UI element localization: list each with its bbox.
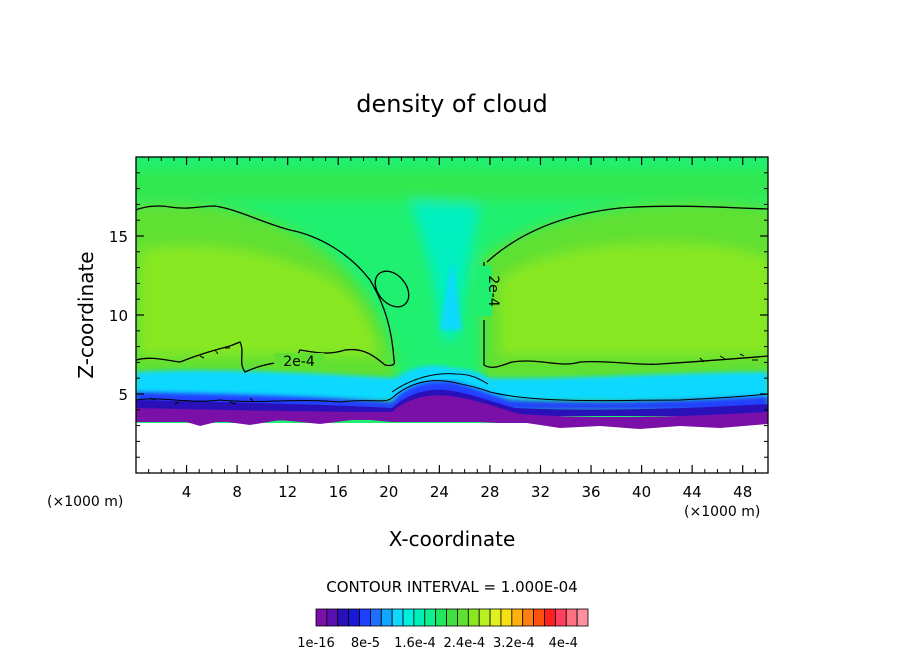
- field-core-right: [500, 243, 768, 355]
- colorbar-label: 1e-16: [297, 636, 335, 651]
- colorbar-swatch: [337, 608, 350, 627]
- y-tick-label: 15: [109, 228, 128, 246]
- x-tick-label: 48: [733, 483, 752, 501]
- field-empty-below: [136, 423, 768, 473]
- colorbar-swatch: [500, 608, 513, 627]
- colorbar-swatch: [315, 608, 328, 627]
- colorbar-swatch: [511, 608, 524, 627]
- colorbar-label: 1.6e-4: [394, 636, 436, 651]
- x-units-right: (×1000 m): [684, 504, 760, 520]
- field-notch: [410, 200, 480, 340]
- colorbar-swatch: [544, 608, 556, 627]
- colorbar-label: 2.4e-4: [444, 636, 486, 651]
- contour-closed-loop: [374, 270, 410, 308]
- colorbar-swatch: [565, 608, 578, 627]
- y-tick-label: 5: [118, 386, 128, 404]
- colorbar-swatch: [369, 608, 382, 627]
- colorbar: [315, 608, 589, 627]
- colorbar-swatch: [554, 608, 567, 627]
- x-tick-label: 8: [232, 483, 242, 501]
- x-tick-label: 12: [278, 483, 297, 501]
- x-tick-label: 4: [182, 483, 192, 501]
- contour-field: [136, 157, 768, 473]
- y-axis-ticks: 5 10 15: [109, 172, 768, 458]
- colorbar-label: 3.2e-4: [493, 636, 535, 651]
- x-tick-label: 44: [683, 483, 702, 501]
- colorbar-swatch: [457, 608, 469, 627]
- colorbar-swatch: [533, 608, 545, 627]
- contour-line-right: [486, 205, 768, 263]
- contour-line-lower-2: [391, 373, 489, 393]
- x-axis-ticks: 4 8 12 16 20 24 28 32 36 40 44 48: [148, 157, 756, 501]
- x-tick-label: 20: [379, 483, 398, 501]
- contour-label-1: 2e-4: [283, 354, 315, 370]
- colorbar-swatch: [435, 608, 447, 627]
- colorbar-swatch: [391, 608, 404, 627]
- colorbar-swatch: [522, 608, 534, 627]
- chart-title: density of cloud: [356, 90, 547, 118]
- x-tick-label: 36: [581, 483, 600, 501]
- colorbar-swatch: [413, 608, 426, 627]
- contour-label-2: 2e-4: [485, 275, 501, 307]
- contour-specks: [149, 347, 758, 405]
- field-notch-core: [440, 260, 462, 330]
- field-core-left: [140, 246, 378, 355]
- field-base-purple: [136, 395, 768, 428]
- colorbar-swatch: [446, 608, 458, 627]
- x-tick-label: 28: [480, 483, 499, 501]
- colorbar-label: 8e-5: [351, 636, 380, 651]
- x-tick-label: 16: [329, 483, 348, 501]
- colorbar-swatch: [576, 608, 589, 627]
- colorbar-swatch: [478, 608, 491, 627]
- field-band-upper: [136, 170, 768, 200]
- contour-line-lower: [136, 380, 768, 403]
- x-tick-label: 32: [531, 483, 550, 501]
- colorbar-swatch: [348, 608, 360, 627]
- contour-label-bg-1: [274, 353, 324, 369]
- x-units-left: (×1000 m): [47, 494, 123, 510]
- colorbar-swatch: [424, 608, 437, 627]
- colorbar-swatch: [489, 608, 502, 627]
- y-tick-label: 10: [109, 307, 128, 325]
- y-axis-label: Z-coordinate: [74, 251, 98, 378]
- contour-interval-text: CONTOUR INTERVAL = 1.000E-04: [326, 578, 577, 596]
- colorbar-swatch: [326, 608, 339, 627]
- colorbar-label: 4e-4: [549, 636, 578, 651]
- x-axis-label: X-coordinate: [389, 527, 516, 551]
- colorbar-labels: 1e-16 8e-5 1.6e-4 2.4e-4 3.2e-4 4e-4: [297, 636, 578, 651]
- colorbar-swatch: [380, 608, 393, 627]
- field-purple-fringe: [136, 419, 768, 429]
- colorbar-swatch: [402, 608, 415, 627]
- x-tick-label: 24: [430, 483, 449, 501]
- colorbar-swatch: [467, 608, 480, 627]
- contour-line-right-stem: [483, 320, 768, 368]
- x-tick-label: 40: [632, 483, 651, 501]
- contour-label-bg-2: [476, 266, 492, 316]
- contour-line-low-left: [136, 341, 281, 373]
- colorbar-swatch: [359, 608, 371, 627]
